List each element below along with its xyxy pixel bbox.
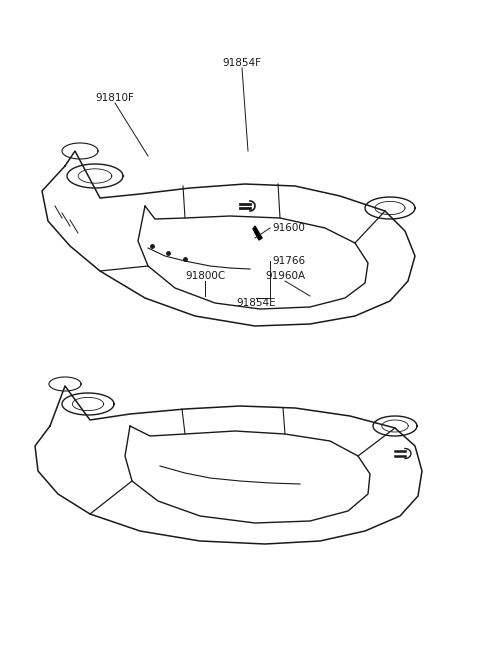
Text: 91854E: 91854E	[236, 298, 276, 308]
Text: 91854F: 91854F	[223, 58, 262, 68]
Text: 91960A: 91960A	[265, 271, 305, 281]
Text: 91810F: 91810F	[96, 93, 134, 103]
Text: 91600: 91600	[272, 223, 305, 233]
Text: 91766: 91766	[272, 256, 305, 266]
Text: 91800C: 91800C	[185, 271, 225, 281]
Polygon shape	[253, 226, 262, 240]
